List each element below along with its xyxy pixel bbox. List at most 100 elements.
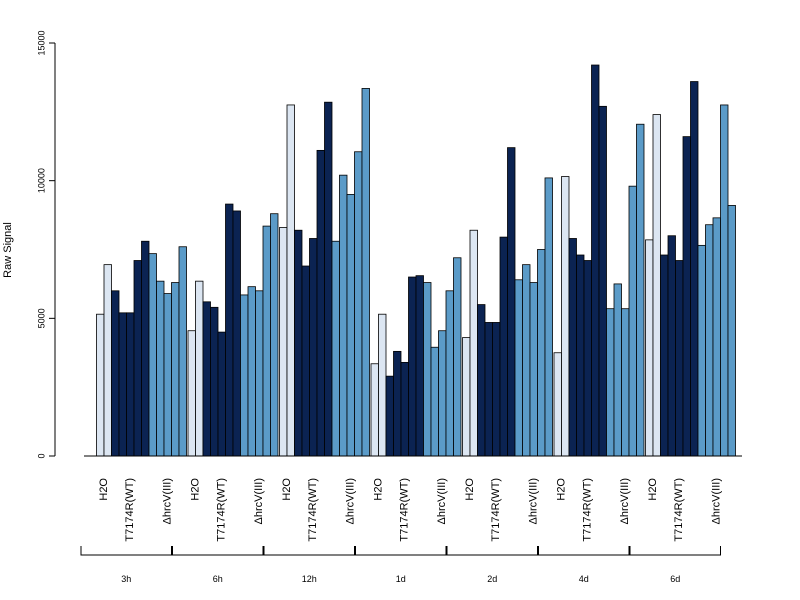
- bracket-line: [538, 546, 630, 556]
- bar-12h-wt-2: [301, 265, 310, 457]
- y-tick-label: 10000: [36, 168, 46, 193]
- bar-6d-hrcv-4: [720, 104, 729, 457]
- group-label: 2d: [487, 574, 497, 584]
- group-brackets: 3h 6h 12h 1d 2d 4d 6d: [80, 546, 721, 584]
- bar-6h-h2o-2: [195, 280, 204, 457]
- bar-12h-wt-5: [324, 101, 333, 457]
- bar-group-1d: [370, 257, 462, 457]
- bar-6d-h2o-2: [652, 114, 661, 457]
- bar-group-12h: [279, 88, 370, 457]
- bar-4d-wt-2: [576, 254, 585, 457]
- bar-12h-hrcv-4: [354, 151, 363, 457]
- bar-3h-wt-2: [118, 312, 127, 457]
- bar-6d-wt-2: [667, 235, 676, 457]
- bar-1d-hrcv-3: [438, 330, 447, 457]
- bar-6d-wt-1: [660, 254, 669, 457]
- bars: [96, 64, 736, 457]
- bar-12h-wt-3: [309, 238, 318, 457]
- y-tick-label: 15000: [36, 30, 46, 55]
- bar-1d-hrcv-1: [423, 282, 432, 457]
- bar-2d-hrcv-5: [544, 177, 553, 457]
- category-label: T7174R(WT): [490, 478, 502, 542]
- bar-6h-hrcv-3: [255, 290, 264, 457]
- y-tick-label: 0: [36, 453, 46, 458]
- category-label: H2O: [372, 478, 384, 501]
- bar-3h-hrcv-1: [148, 253, 157, 457]
- category-label: H2O: [281, 478, 293, 501]
- bar-1d-wt-4: [408, 276, 417, 457]
- bar-2d-hrcv-3: [529, 282, 538, 457]
- bar-4d-hrcv-5: [636, 123, 645, 457]
- bar-4d-hrcv-1: [606, 308, 615, 457]
- category-label: T7174R(WT): [307, 478, 319, 542]
- bracket-line: [446, 546, 538, 556]
- group-label: 4d: [579, 574, 589, 584]
- category-label: ΔhrcV(III): [345, 478, 357, 524]
- group-bracket-4d: 4d: [538, 546, 630, 584]
- bar-group-4d: [553, 64, 645, 457]
- bar-4d-h2o-1: [553, 352, 562, 457]
- y-axis-title: Raw Signal: [2, 222, 14, 278]
- group-label: 1d: [396, 574, 406, 584]
- category-label: ΔhrcV(III): [619, 478, 631, 524]
- category-label: ΔhrcV(III): [253, 478, 265, 524]
- bar-3h-h2o-1: [96, 313, 105, 457]
- bar-2d-hrcv-1: [514, 279, 523, 457]
- bar-2d-h2o-1: [462, 337, 471, 457]
- category-label: ΔhrcV(III): [436, 478, 448, 524]
- bar-group-6d: [645, 81, 736, 457]
- bar-6h-wt-4: [225, 203, 234, 457]
- bar-1d-wt-1: [385, 375, 394, 457]
- bar-6d-hrcv-5: [727, 205, 736, 457]
- bar-2d-hrcv-4: [537, 249, 546, 457]
- bar-4d-wt-4: [591, 64, 600, 457]
- bar-4d-wt-5: [598, 105, 607, 457]
- bar-2d-h2o-2: [469, 229, 478, 457]
- bar-12h-hrcv-1: [331, 240, 340, 457]
- bar-6h-hrcv-4: [262, 225, 271, 457]
- category-label: T7174R(WT): [216, 478, 228, 542]
- bar-12h-h2o-2: [286, 104, 295, 457]
- bar-3h-hrcv-4: [171, 282, 180, 457]
- bar-6h-hrcv-1: [240, 294, 249, 457]
- group-label: 6h: [213, 574, 223, 584]
- bar-1d-h2o-1: [370, 363, 379, 457]
- bracket-line: [172, 546, 264, 556]
- bar-4d-wt-3: [583, 260, 592, 457]
- group-bracket-6h: 6h: [172, 546, 264, 584]
- group-bracket-2d: 2d: [446, 546, 538, 584]
- bracket-line: [80, 546, 172, 556]
- bar-2d-wt-3: [492, 322, 501, 457]
- category-label: H2O: [98, 478, 110, 501]
- bar-6h-wt-1: [202, 301, 211, 457]
- bar-4d-hrcv-4: [628, 185, 637, 457]
- bar-1d-hrcv-2: [430, 346, 439, 457]
- bar-6h-hrcv-2: [247, 286, 256, 457]
- bar-6d-hrcv-2: [705, 224, 714, 457]
- group-label: 12h: [302, 574, 317, 584]
- y-tick-label: 5000: [36, 308, 46, 328]
- category-label: T7174R(WT): [124, 478, 136, 542]
- bar-6d-hrcv-1: [697, 244, 706, 457]
- category-label: ΔhrcV(III): [528, 478, 540, 524]
- bar-1d-wt-2: [393, 350, 402, 457]
- bar-2d-wt-4: [499, 236, 508, 457]
- group-bracket-6d: 6d: [629, 546, 721, 584]
- category-label: T7174R(WT): [582, 478, 594, 542]
- bar-6d-wt-4: [682, 136, 691, 457]
- bar-12h-wt-4: [316, 149, 325, 457]
- bar-1d-hrcv-4: [445, 290, 454, 457]
- category-label: H2O: [464, 478, 476, 501]
- bar-group-3h: [96, 240, 187, 457]
- bar-12h-hrcv-5: [361, 88, 370, 457]
- bar-2d-hrcv-2: [522, 264, 531, 457]
- category-labels: H2O T7174R(WT) ΔhrcV(III) H2O T7174R(WT) Δhrc…: [98, 478, 723, 542]
- bar-6h-wt-2: [210, 306, 219, 457]
- bracket-line: [355, 546, 447, 556]
- bar-6h-hrcv-5: [270, 213, 279, 457]
- bar-3h-hrcv-3: [163, 293, 172, 457]
- bar-6d-wt-5: [690, 81, 699, 457]
- bar-6d-hrcv-3: [712, 217, 721, 457]
- bar-4d-hrcv-3: [621, 308, 630, 457]
